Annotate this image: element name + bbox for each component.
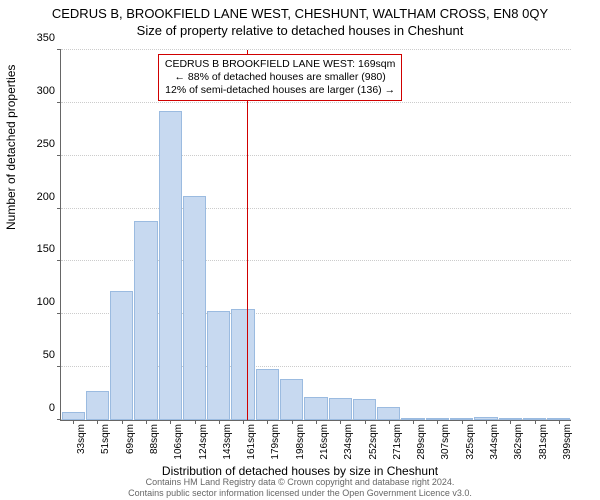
xtick-mark — [389, 420, 390, 424]
ytick-label: 300 — [37, 85, 55, 97]
xtick-label: 307sqm — [440, 424, 451, 460]
xtick-mark — [316, 420, 317, 424]
legend-line: ← 88% of detached houses are smaller (98… — [165, 71, 395, 84]
xtick-mark — [292, 420, 293, 424]
xtick-mark — [122, 420, 123, 424]
footer-line: Contains HM Land Registry data © Crown c… — [0, 477, 600, 488]
xtick-label: 124sqm — [198, 424, 209, 460]
ytick-label: 350 — [37, 32, 55, 44]
xtick-label: 399sqm — [562, 424, 573, 460]
bar — [304, 397, 327, 420]
xtick-mark — [73, 420, 74, 424]
legend-box: CEDRUS B BROOKFIELD LANE WEST: 169sqm ← … — [158, 54, 402, 101]
xtick-mark — [170, 420, 171, 424]
ytick-label: 150 — [37, 243, 55, 255]
xtick-mark — [462, 420, 463, 424]
xtick-mark — [437, 420, 438, 424]
ytick-label: 200 — [37, 191, 55, 203]
xtick-mark — [510, 420, 511, 424]
xtick-mark — [486, 420, 487, 424]
xtick-mark — [97, 420, 98, 424]
page-subtitle: Size of property relative to detached ho… — [0, 21, 600, 38]
xtick-label: 69sqm — [125, 424, 136, 454]
xtick-label: 362sqm — [513, 424, 524, 460]
chart-container: CEDRUS B, BROOKFIELD LANE WEST, CHESHUNT… — [0, 0, 600, 500]
xtick-label: 216sqm — [319, 424, 330, 460]
bar — [110, 291, 133, 420]
xtick-label: 179sqm — [270, 424, 281, 460]
xtick-mark — [559, 420, 560, 424]
legend-line: 12% of semi-detached houses are larger (… — [165, 84, 395, 97]
xtick-label: 161sqm — [246, 424, 257, 460]
page-title: CEDRUS B, BROOKFIELD LANE WEST, CHESHUNT… — [0, 0, 600, 21]
bar — [183, 196, 206, 420]
xtick-label: 325sqm — [465, 424, 476, 460]
bar — [134, 221, 157, 420]
xtick-label: 344sqm — [489, 424, 500, 460]
xtick-label: 198sqm — [295, 424, 306, 460]
xtick-mark — [219, 420, 220, 424]
bar — [207, 311, 230, 420]
xtick-label: 252sqm — [368, 424, 379, 460]
footer-line: Contains public sector information licen… — [0, 488, 600, 499]
xtick-mark — [267, 420, 268, 424]
ytick-label: 0 — [49, 402, 55, 414]
xtick-mark — [146, 420, 147, 424]
xtick-label: 234sqm — [343, 424, 354, 460]
y-axis-label: Number of detached properties — [4, 65, 18, 230]
ytick-label: 250 — [37, 138, 55, 150]
xtick-label: 88sqm — [149, 424, 160, 454]
bar — [256, 369, 279, 420]
bar — [159, 111, 182, 420]
xtick-label: 271sqm — [392, 424, 403, 460]
bar — [62, 412, 85, 420]
bar-group — [61, 50, 571, 420]
reference-line — [247, 50, 248, 420]
xtick-mark — [195, 420, 196, 424]
xtick-label: 143sqm — [222, 424, 233, 460]
bar — [280, 379, 303, 420]
legend-line: CEDRUS B BROOKFIELD LANE WEST: 169sqm — [165, 58, 395, 71]
xtick-mark — [365, 420, 366, 424]
x-axis-label: Distribution of detached houses by size … — [0, 464, 600, 478]
bar — [377, 407, 400, 420]
bar — [353, 399, 376, 420]
xtick-mark — [243, 420, 244, 424]
ytick-label: 50 — [43, 349, 55, 361]
xtick-label: 289sqm — [416, 424, 427, 460]
footer: Contains HM Land Registry data © Crown c… — [0, 477, 600, 500]
xtick-label: 381sqm — [538, 424, 549, 460]
xtick-label: 51sqm — [100, 424, 111, 454]
xtick-mark — [535, 420, 536, 424]
bar — [329, 398, 352, 420]
plot-area: 050100150200250300350 33sqm51sqm69sqm88s… — [60, 50, 571, 421]
bar — [231, 309, 254, 420]
xtick-mark — [340, 420, 341, 424]
xtick-label: 106sqm — [173, 424, 184, 460]
xtick-mark — [413, 420, 414, 424]
ytick-label: 100 — [37, 296, 55, 308]
bar — [86, 391, 109, 420]
xtick-label: 33sqm — [76, 424, 87, 454]
